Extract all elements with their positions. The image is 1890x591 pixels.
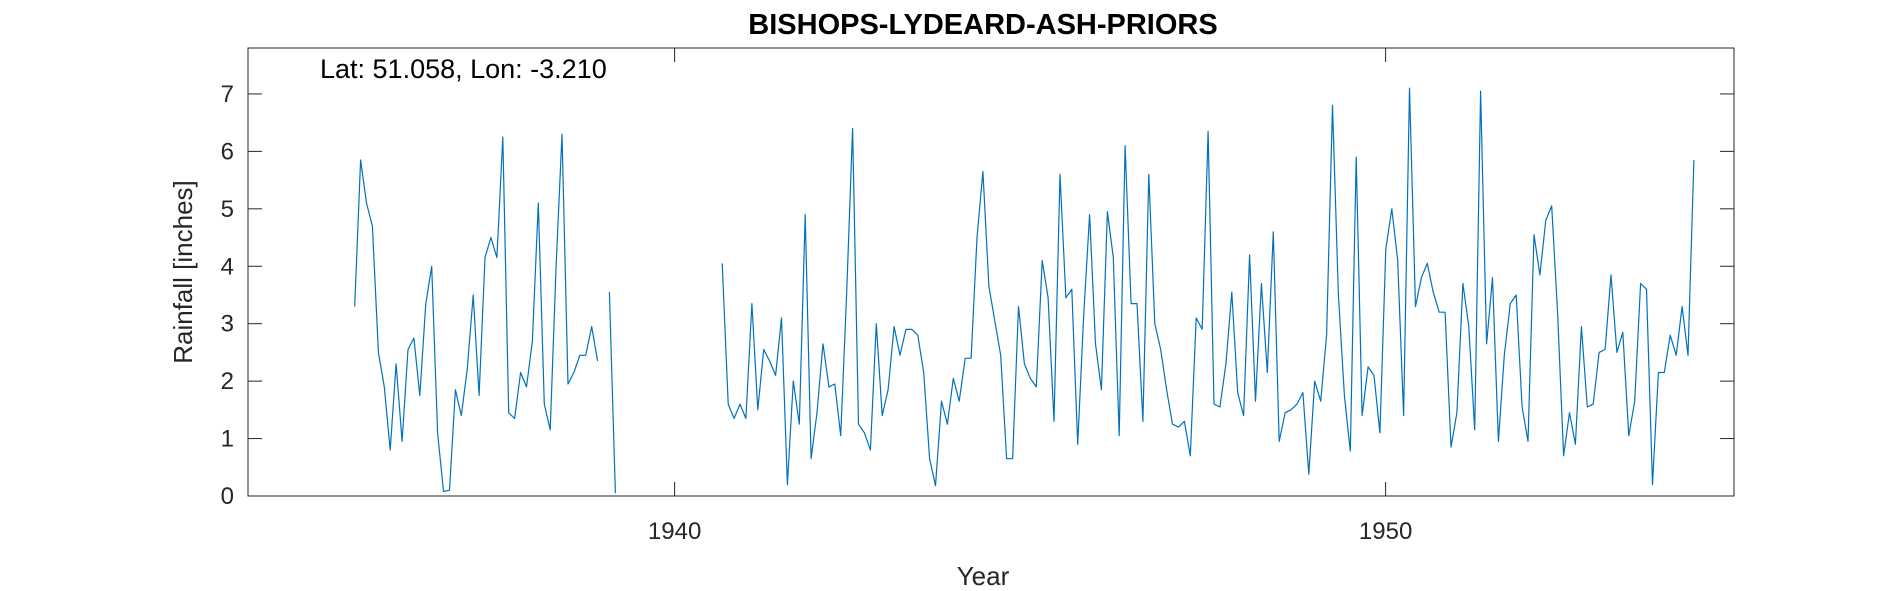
x-axis-label: Year xyxy=(957,561,1010,591)
x-tick-label: 1950 xyxy=(1359,518,1412,545)
x-axis: 1940 1950 xyxy=(648,48,1412,545)
series-line xyxy=(721,87,1695,487)
plot-area xyxy=(247,47,1735,497)
y-tick-label: 7 xyxy=(221,81,234,108)
y-tick-label: 2 xyxy=(221,368,234,395)
y-axis: 0 1 2 3 4 5 6 7 xyxy=(221,81,1734,510)
y-tick-label: 1 xyxy=(221,426,234,453)
x-tick-label: 1940 xyxy=(648,518,701,545)
rainfall-series xyxy=(354,87,1695,494)
y-axis-label: Rainfall [inches] xyxy=(168,180,198,364)
y-tick-label: 5 xyxy=(221,196,234,223)
y-tick-label: 0 xyxy=(221,483,234,510)
y-tick-label: 3 xyxy=(221,311,234,338)
y-tick-label: 4 xyxy=(221,253,234,280)
location-annotation: Lat: 51.058, Lon: -3.210 xyxy=(320,54,607,84)
series-line xyxy=(354,133,616,494)
chart-title: BISHOPS-LYDEARD-ASH-PRIORS xyxy=(748,9,1217,41)
y-tick-label: 6 xyxy=(221,138,234,165)
